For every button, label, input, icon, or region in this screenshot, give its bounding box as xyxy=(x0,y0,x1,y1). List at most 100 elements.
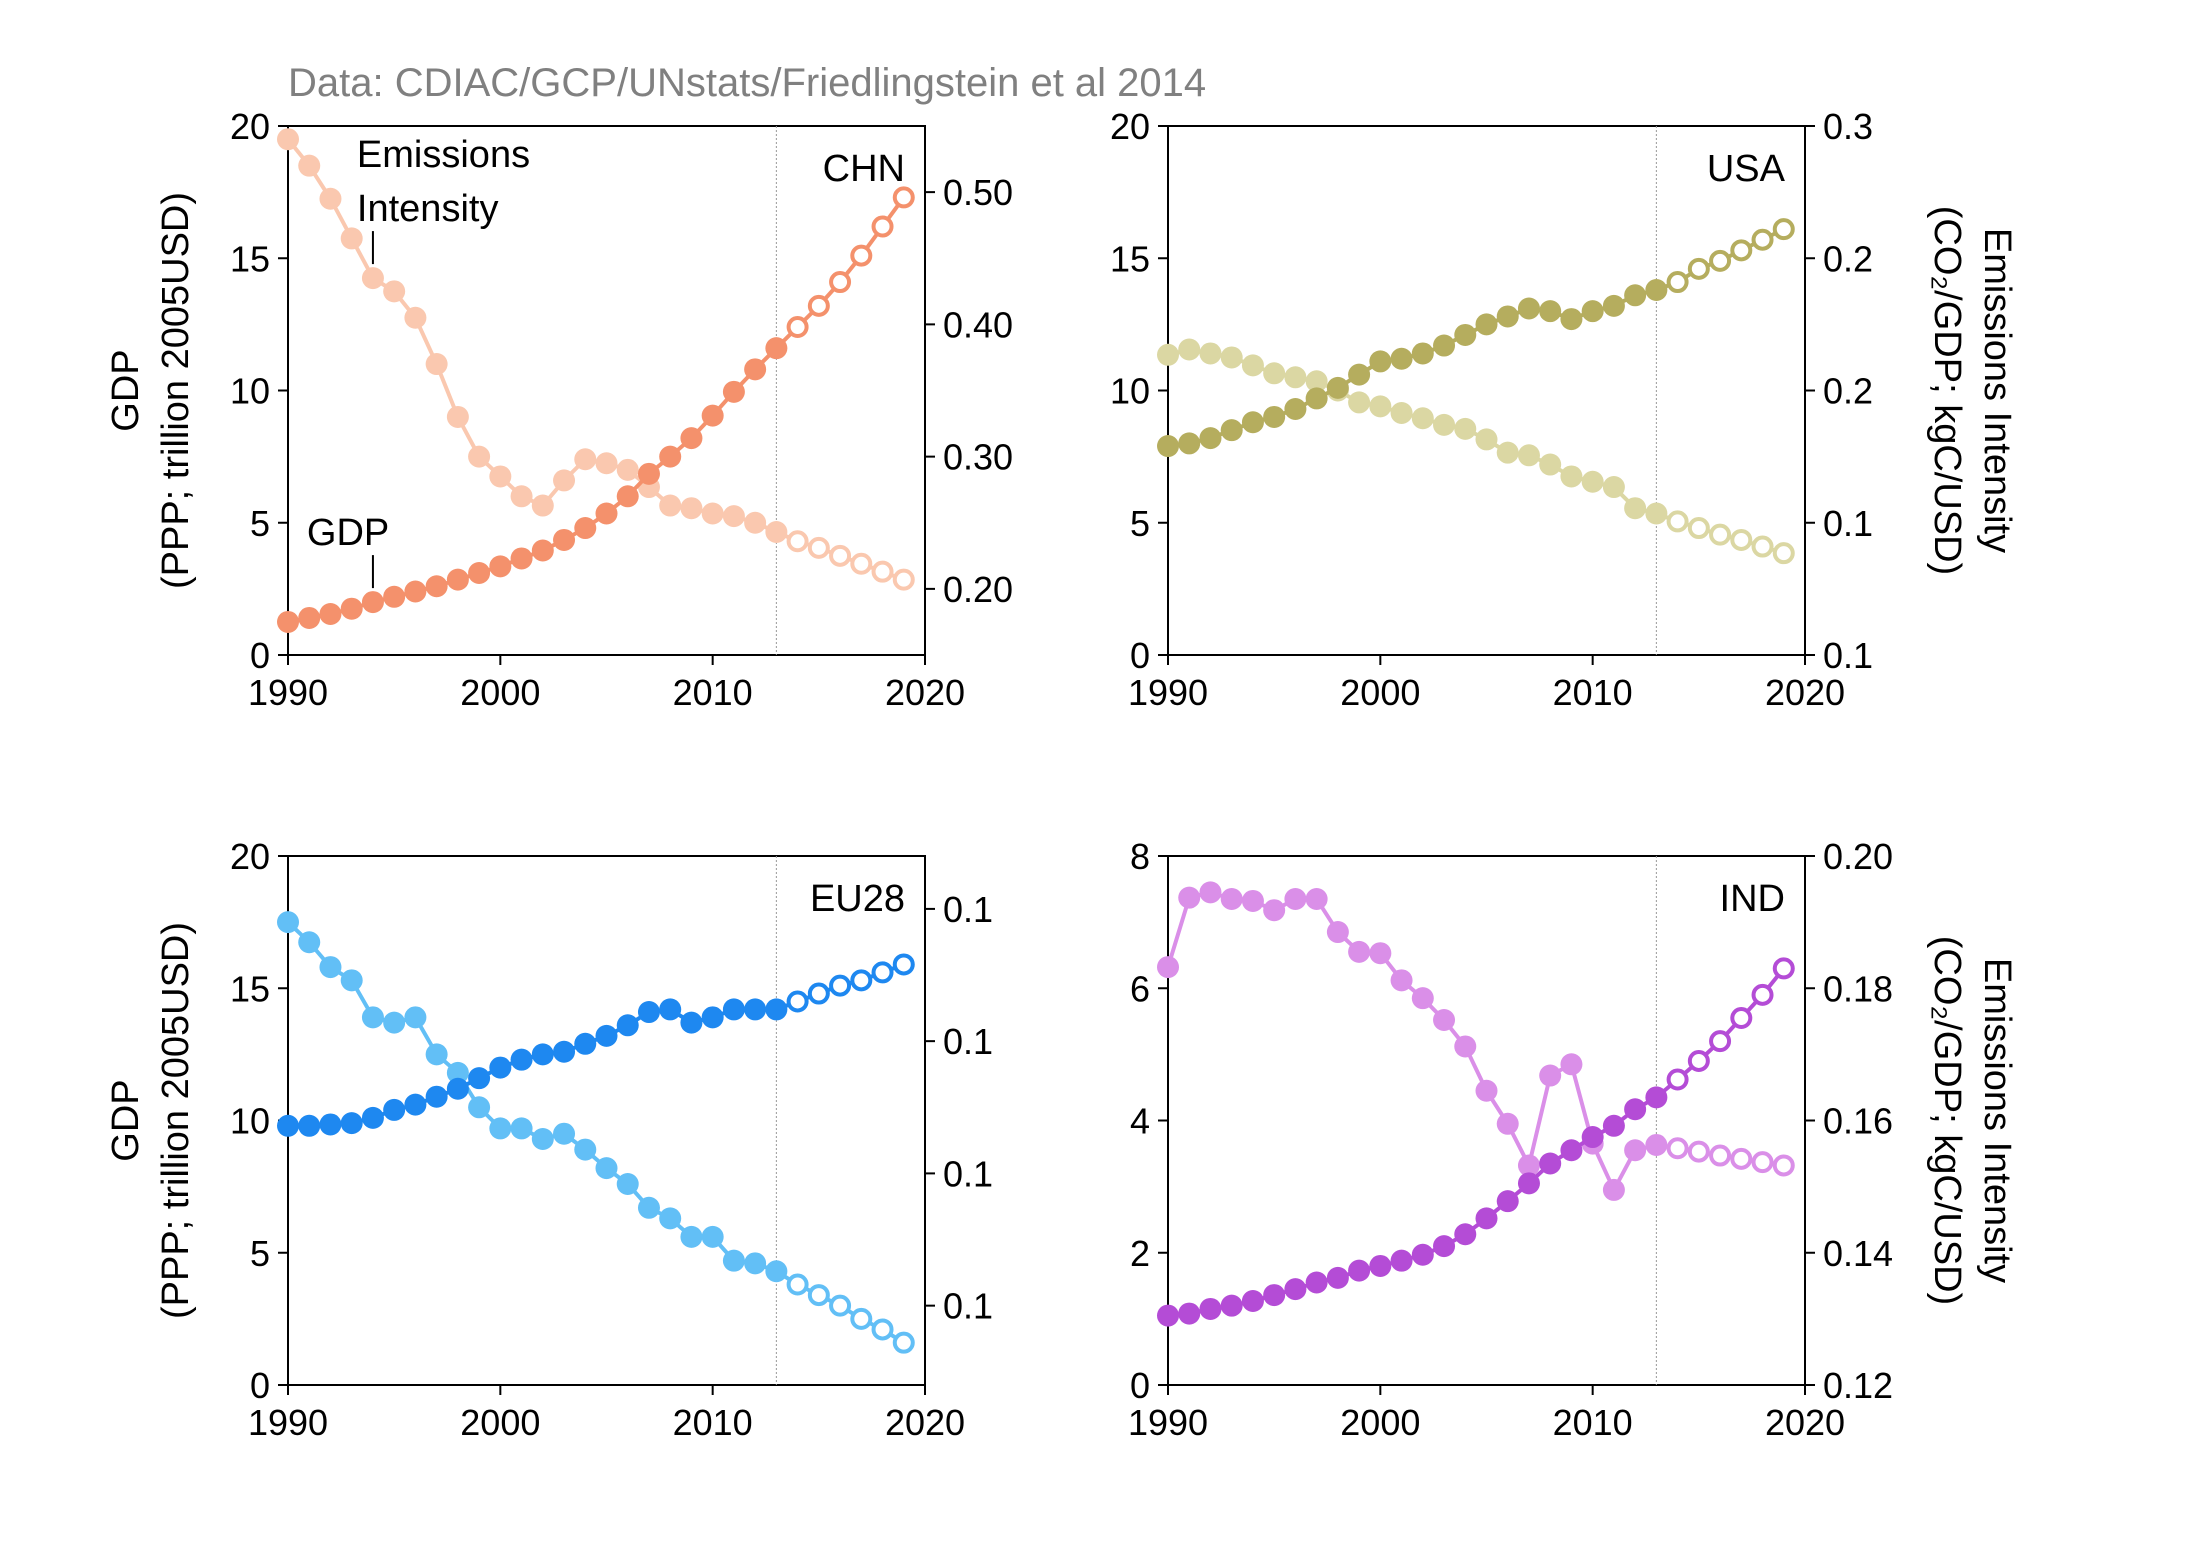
emissions_intensity-point xyxy=(404,306,427,329)
emissions_intensity-point xyxy=(1199,342,1222,365)
left-tick-label: 0 xyxy=(1130,635,1150,676)
emissions_intensity-point xyxy=(1433,413,1456,436)
gdp-point xyxy=(1284,398,1307,421)
emissions_intensity-point xyxy=(553,1122,576,1145)
gdp-point xyxy=(829,974,852,997)
left-tick-label: 8 xyxy=(1130,836,1150,877)
emissions_intensity-point xyxy=(446,405,469,428)
emissions_intensity-point xyxy=(1220,887,1243,910)
gdp-point xyxy=(553,1040,576,1063)
gdp-point xyxy=(1241,1290,1264,1313)
emissions_intensity-point xyxy=(489,465,512,488)
gdp-point xyxy=(468,1067,491,1090)
annotation-label: GDP xyxy=(307,512,389,554)
gdp-point xyxy=(616,1014,639,1037)
emissions_intensity-point xyxy=(1496,441,1519,464)
emissions_intensity-point xyxy=(1560,1053,1583,1076)
emissions_intensity-point xyxy=(871,560,894,583)
emissions_intensity-point xyxy=(1284,366,1307,389)
emissions_intensity-point xyxy=(1433,1008,1456,1031)
right-tick-label: 0.1 xyxy=(943,1153,993,1194)
emissions_intensity-point xyxy=(1624,1139,1647,1162)
gdp-point xyxy=(531,1043,554,1066)
left-tick-label: 20 xyxy=(230,106,270,147)
emissions_intensity-point xyxy=(786,530,809,553)
emissions_intensity-point xyxy=(892,1331,915,1354)
gdp-point xyxy=(722,998,745,1021)
panels-group: 1990 2000 2010 2020051015200.200.300.400.50… xyxy=(105,106,2018,1443)
emissions_intensity-point xyxy=(1539,1064,1562,1087)
emissions_intensity-point xyxy=(1751,535,1774,558)
emissions_intensity-point xyxy=(1687,1140,1710,1163)
gdp-point xyxy=(319,1113,342,1136)
emissions_intensity-point xyxy=(340,227,363,250)
right-tick-label: 0.1 xyxy=(943,1286,993,1327)
gdp-point xyxy=(1369,1254,1392,1277)
gdp-point xyxy=(1178,432,1201,455)
x-tick-label: 2020 xyxy=(885,1402,965,1443)
right-tick-label: 0.20 xyxy=(943,569,1013,610)
left-tick-label: 10 xyxy=(230,1101,270,1142)
emissions_intensity-point xyxy=(1560,465,1583,488)
gdp-point xyxy=(1602,294,1625,317)
panel-eu28: 1990 2000 2010 2020 0 5 10 15 20 0.1 0.1 0.1 0.1 GDP(… xyxy=(105,836,993,1443)
gdp-point xyxy=(765,337,788,360)
gdp-point xyxy=(850,244,873,267)
gdp-point xyxy=(1539,300,1562,323)
x-tick-label: 1990 xyxy=(248,672,328,713)
emissions_intensity-point xyxy=(807,1284,830,1307)
left-tick-label: 0 xyxy=(250,1365,270,1406)
emissions_intensity-point xyxy=(701,1225,724,1248)
emissions_intensity-point xyxy=(892,568,915,591)
country-label: CHN xyxy=(823,148,905,190)
gdp-point xyxy=(1263,1284,1286,1307)
left-tick-label: 20 xyxy=(230,836,270,877)
gdp-point xyxy=(1305,1271,1328,1294)
emissions_intensity-point xyxy=(829,1294,852,1317)
emissions_intensity-point xyxy=(1730,1147,1753,1170)
gdp-point xyxy=(1454,1223,1477,1246)
gdp-point xyxy=(277,1114,299,1137)
gdp-point xyxy=(1241,411,1264,434)
x-tick-label: 1990 xyxy=(1128,672,1208,713)
emissions_intensity-point xyxy=(786,1273,809,1296)
gdp-point xyxy=(446,568,469,591)
emissions_intensity-point xyxy=(1369,942,1392,965)
gdp-point xyxy=(1475,313,1498,336)
emissions_intensity-point xyxy=(319,187,342,210)
emissions_intensity-point xyxy=(1263,899,1286,922)
right-tick-label: 0.1 xyxy=(943,889,993,930)
emissions_intensity-point xyxy=(680,1225,703,1248)
gdp-point xyxy=(1411,342,1434,365)
x-tick-label: 2000 xyxy=(1340,1402,1420,1443)
gdp-point xyxy=(425,1085,448,1108)
left-tick-label: 2 xyxy=(1130,1233,1150,1274)
emissions_intensity-point xyxy=(829,544,852,567)
right-tick-label: 0.1 xyxy=(943,1021,993,1062)
country-label: USA xyxy=(1707,148,1786,190)
emissions_intensity-point xyxy=(1581,470,1604,493)
gdp-point xyxy=(1709,1030,1732,1053)
gdp-point xyxy=(1666,271,1689,294)
gdp-point xyxy=(298,1114,321,1137)
right-tick-label: 0.12 xyxy=(1823,1365,1893,1406)
emissions_intensity-point xyxy=(574,448,597,471)
emissions_intensity-point xyxy=(383,280,406,303)
emissions_intensity-point xyxy=(446,1061,469,1084)
emissions_intensity-point xyxy=(701,502,724,525)
right-tick-label: 0.14 xyxy=(1823,1233,1893,1274)
emissions_intensity-point xyxy=(277,128,299,151)
emissions_intensity-point xyxy=(1772,1154,1795,1177)
annotation-label: Intensity xyxy=(357,188,499,230)
gdp-point xyxy=(1369,350,1392,373)
x-tick-label: 2000 xyxy=(460,672,540,713)
emissions_intensity-point xyxy=(1687,517,1710,540)
emissions_intensity-point xyxy=(468,445,491,468)
x-tick-label: 2010 xyxy=(1553,1402,1633,1443)
gdp-point xyxy=(1263,405,1286,428)
right-tick-label: 0.1 xyxy=(1823,635,1873,676)
gdp-point xyxy=(871,215,894,238)
gdp-point xyxy=(404,580,427,603)
right-tick-label: 0.20 xyxy=(1823,836,1893,877)
